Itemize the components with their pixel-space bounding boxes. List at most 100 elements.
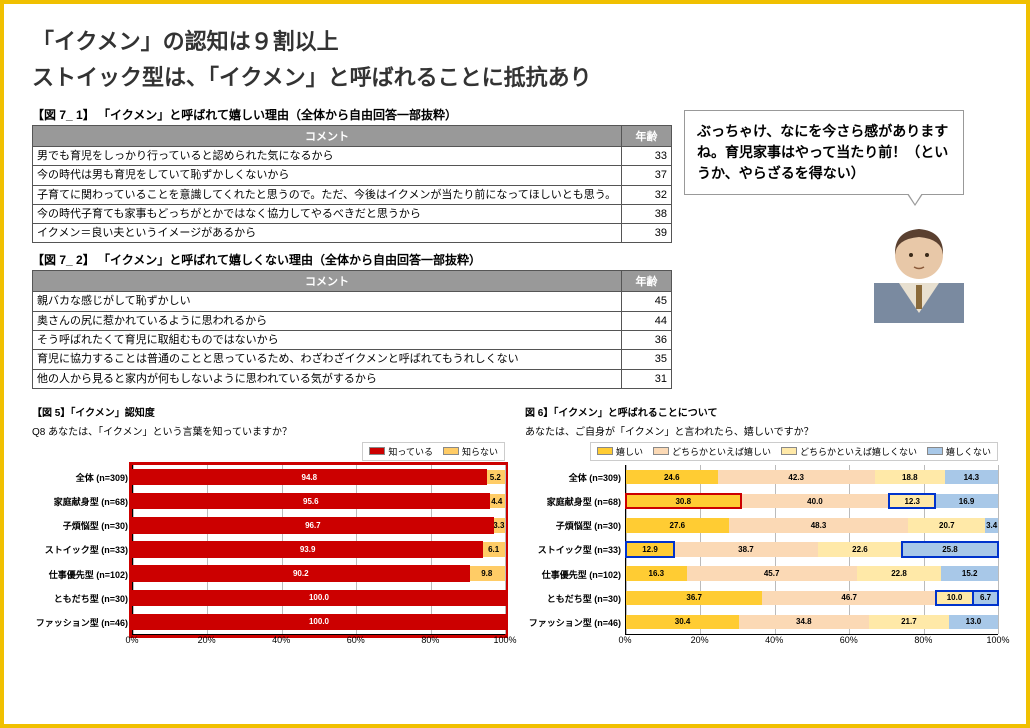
chart-right-legend: 嬉しいどちらかといえば嬉しいどちらかといえば嬉しくない嬉しくない — [590, 442, 998, 461]
legend-label: 知らない — [462, 445, 498, 458]
bar-segment: 4.4 — [489, 494, 505, 508]
comment-cell: そう呼ばれたくて育児に取組むものではないから — [33, 331, 622, 350]
bar-segment: 6.1 — [482, 542, 505, 556]
page-title-1: 「イクメン」の認知は９割以上 — [32, 24, 998, 56]
age-cell: 31 — [622, 369, 672, 388]
bar-segment: 9.8 — [469, 566, 505, 580]
comment-cell: 奥さんの尻に惹かれているように思われるから — [33, 311, 622, 330]
bar-segment: 16.3 — [626, 566, 687, 580]
legend-item: どちらかといえば嬉しくない — [781, 445, 917, 458]
age-cell: 39 — [622, 224, 672, 243]
speech-bubble: ぶっちゃけ、なにを今さら感がありますね。育児家事はやって当たり前！（というか、や… — [684, 110, 964, 195]
chart-left-plot: 全体 (n=309)家庭献身型 (n=68)子煩悩型 (n=30)ストイック型 … — [32, 465, 505, 635]
legend-swatch — [653, 447, 669, 455]
legend-label: どちらかといえば嬉しくない — [800, 445, 917, 458]
bar-row: 96.73.3 — [133, 518, 505, 532]
bar-row: 27.648.320.73.4 — [626, 518, 998, 532]
legend-item: どちらかといえば嬉しい — [653, 445, 771, 458]
x-tick: 60% — [840, 635, 858, 645]
bar-row: 30.840.012.316.9 — [626, 494, 998, 508]
bar-row: 12.938.722.625.8 — [626, 542, 998, 556]
speech-column: ぶっちゃけ、なにを今さら感がありますね。育児家事はやって当たり前！（というか、や… — [684, 102, 964, 323]
chart-left-xaxis: 0%20%40%60%80%100% — [132, 635, 505, 649]
legend-item: 知っている — [369, 445, 433, 458]
bar-segment: 45.7 — [687, 566, 857, 580]
comment-cell: 子育てに関わっていることを意識してくれたと思うので。ただ、今後はイクメンが当たり… — [33, 185, 622, 204]
comment-cell: 男でも育児をしっかり行っていると認められた気になるから — [33, 147, 622, 166]
bar-segment: 100.0 — [133, 591, 505, 605]
table-row: イクメン＝良い夫というイメージがあるから39 — [33, 224, 672, 243]
age-cell: 33 — [622, 147, 672, 166]
speech-text: ぶっちゃけ、なにを今さら感がありますね。育児家事はやって当たり前！（というか、や… — [697, 123, 948, 181]
table-row: 育児に協力することは普通のことと思っているため、わざわざイクメンと呼ばれてもうれ… — [33, 350, 672, 369]
table2-col-comment: コメント — [33, 271, 622, 292]
row-label: 全体 (n=309) — [525, 465, 621, 489]
chart-right-plot: 全体 (n=309)家庭献身型 (n=68)子煩悩型 (n=30)ストイック型 … — [525, 465, 998, 635]
row-label: ともだち型 (n=30) — [525, 586, 621, 610]
bar-segment: 93.9 — [133, 542, 482, 556]
table-row: そう呼ばれたくて育児に取組むものではないから36 — [33, 331, 672, 350]
top-row: 【図 7_ 1】 「イクメン」と呼ばれて嬉しい理由（全体から自由回答一部抜粋） … — [32, 102, 998, 389]
comment-cell: 今の時代は男も育児をしていて恥ずかしくないから — [33, 166, 622, 185]
table1-col-age: 年齢 — [622, 126, 672, 147]
x-tick: 80% — [421, 635, 439, 645]
row-label: ともだち型 (n=30) — [32, 586, 128, 610]
legend-swatch — [443, 447, 459, 455]
x-tick: 60% — [347, 635, 365, 645]
legend-swatch — [927, 447, 943, 455]
bar-segment: 15.2 — [941, 566, 998, 580]
x-tick: 0% — [618, 635, 631, 645]
row-label: 子煩悩型 (n=30) — [32, 514, 128, 538]
bar-segment: 24.6 — [626, 470, 718, 484]
charts-row: 【図 5】「イクメン」認知度 Q8 あなたは、「イクメン」という言葉を知っていま… — [32, 407, 998, 649]
chart-right-xaxis: 0%20%40%60%80%100% — [625, 635, 998, 649]
chart-right-title: 図 6】「イクメン」と呼ばれることについて — [525, 407, 998, 421]
bar-row: 90.29.8 — [133, 566, 505, 580]
table-row: 男でも育児をしっかり行っていると認められた気になるから33 — [33, 147, 672, 166]
bar-segment: 25.8 — [902, 542, 998, 556]
chart-right: 図 6】「イクメン」と呼ばれることについて あなたは、ご自身が「イクメン」と言わ… — [525, 407, 998, 649]
table2-caption: 【図 7_ 2】 「イクメン」と呼ばれて嬉しくない理由（全体から自由回答一部抜粋… — [32, 251, 672, 268]
row-label: ファッション型 (n=46) — [525, 611, 621, 635]
bar-segment: 42.3 — [718, 470, 875, 484]
table2-col-age: 年齢 — [622, 271, 672, 292]
table1-caption: 【図 7_ 1】 「イクメン」と呼ばれて嬉しい理由（全体から自由回答一部抜粋） — [32, 106, 672, 123]
x-tick: 100% — [986, 635, 1009, 645]
bar-row: 36.746.710.06.7 — [626, 591, 998, 605]
tables-column: 【図 7_ 1】 「イクメン」と呼ばれて嬉しい理由（全体から自由回答一部抜粋） … — [32, 102, 672, 389]
bar-segment: 5.2 — [486, 470, 505, 484]
legend-label: 知っている — [388, 445, 433, 458]
bar-segment: 95.6 — [133, 494, 489, 508]
page-title-2: ストイック型は、「イクメン」と呼ばれることに抵抗あり — [32, 60, 998, 92]
table-row: 奥さんの尻に惹かれているように思われるから44 — [33, 311, 672, 330]
legend-swatch — [597, 447, 613, 455]
comment-cell: 親バカな感じがして恥ずかしい — [33, 292, 622, 311]
bar-segment: 13.0 — [949, 615, 997, 629]
speech-tail-icon — [907, 194, 923, 206]
bar-segment: 10.0 — [936, 591, 973, 605]
bar-segment: 22.8 — [857, 566, 942, 580]
table-row: 他の人から見ると家内が何もしないように思われている気がするから31 — [33, 369, 672, 388]
bar-segment: 34.8 — [739, 615, 868, 629]
age-cell: 45 — [622, 292, 672, 311]
row-label: 全体 (n=309) — [32, 465, 128, 489]
chart-left-sub: Q8 あなたは、「イクメン」という言葉を知っていますか？ — [32, 423, 505, 438]
row-label: 子煩悩型 (n=30) — [525, 514, 621, 538]
table-row: 親バカな感じがして恥ずかしい45 — [33, 292, 672, 311]
chart-left-legend: 知っている 知らない — [362, 442, 505, 461]
bar-segment: 46.7 — [762, 591, 936, 605]
comment-cell: 育児に協力することは普通のことと思っているため、わざわざイクメンと呼ばれてもうれ… — [33, 350, 622, 369]
comment-cell: 今の時代子育ても家事もどっちがとかではなく協力してやるべきだと思うから — [33, 204, 622, 223]
x-tick: 80% — [914, 635, 932, 645]
chart-left: 【図 5】「イクメン」認知度 Q8 あなたは、「イクメン」という言葉を知っていま… — [32, 407, 505, 649]
chart-left-title: 【図 5】「イクメン」認知度 — [32, 407, 505, 421]
legend-item: 知らない — [443, 445, 498, 458]
bar-segment: 3.3 — [493, 518, 505, 532]
bar-row: 100.0 — [133, 591, 505, 605]
bar-segment: 40.0 — [741, 494, 890, 508]
legend-swatch — [781, 447, 797, 455]
bar-segment: 94.8 — [133, 470, 486, 484]
bar-segment: 48.3 — [729, 518, 909, 532]
bar-segment: 12.3 — [889, 494, 935, 508]
x-tick: 40% — [272, 635, 290, 645]
